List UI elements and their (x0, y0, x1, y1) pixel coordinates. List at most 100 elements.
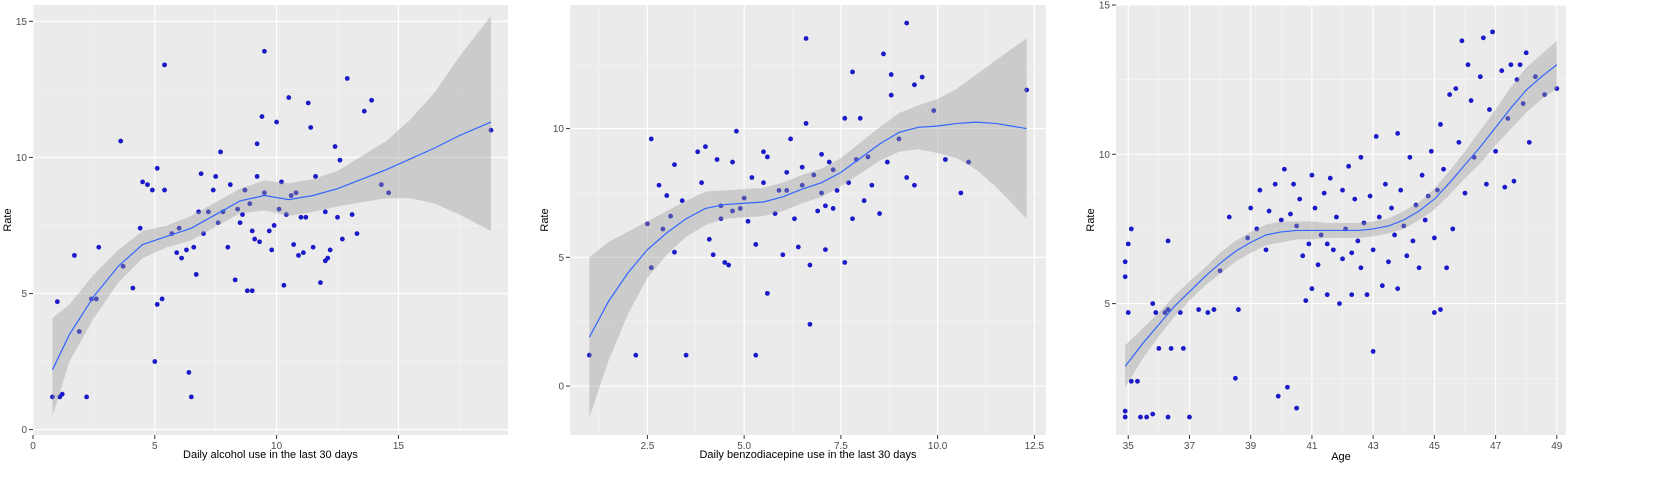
data-point (196, 209, 202, 215)
data-point (1386, 259, 1391, 265)
data-point (152, 359, 158, 364)
data-point (1395, 131, 1401, 136)
data-point (1122, 274, 1128, 280)
data-point (846, 180, 852, 186)
data-point (1340, 187, 1345, 193)
data-point (1425, 193, 1431, 199)
data-point (1232, 375, 1238, 381)
data-point (834, 187, 840, 193)
data-point (276, 206, 282, 212)
y-tick-label: 10 (553, 124, 565, 135)
data-point (1306, 241, 1312, 247)
data-point (718, 216, 724, 222)
data-point (145, 182, 150, 188)
data-point (1315, 262, 1321, 268)
data-point (857, 115, 863, 121)
data-point (1459, 38, 1465, 44)
data-point (488, 127, 494, 133)
data-point (1309, 286, 1315, 292)
data-point (93, 296, 99, 302)
data-point (1398, 187, 1404, 193)
data-point (1401, 223, 1407, 229)
data-point (1294, 223, 1300, 229)
data-point (1404, 253, 1410, 259)
x-tick-label: 35 (1123, 441, 1135, 452)
data-point (1226, 214, 1232, 220)
data-point (322, 209, 328, 215)
data-point (772, 211, 778, 216)
data-point (154, 301, 160, 307)
data-point (72, 252, 77, 258)
x-tick-label: 41 (1306, 441, 1318, 452)
data-point (792, 216, 797, 222)
data-point (737, 206, 743, 211)
data-point (344, 76, 350, 81)
data-point (1254, 226, 1260, 232)
data-point (1468, 98, 1474, 103)
data-point (254, 141, 260, 147)
data-point (644, 221, 650, 227)
data-point (1312, 205, 1318, 211)
data-point (753, 352, 759, 358)
data-point (1361, 220, 1367, 226)
data-point (1499, 68, 1505, 74)
x-tick-label: 39 (1245, 441, 1257, 452)
data-point (966, 159, 972, 165)
data-point (1321, 190, 1327, 196)
data-point (50, 394, 55, 400)
data-point (1162, 310, 1168, 315)
data-point (247, 201, 253, 207)
data-point (1453, 86, 1459, 92)
data-point (672, 249, 677, 255)
data-point (904, 20, 910, 26)
data-point (1379, 283, 1385, 289)
data-point (1156, 346, 1162, 351)
data-point (1165, 414, 1171, 420)
data-point (369, 97, 374, 103)
data-point (288, 193, 294, 198)
data-point (734, 128, 739, 134)
data-point (313, 174, 318, 179)
x-tick-label: 5 (152, 441, 158, 452)
data-point (1517, 62, 1523, 68)
data-point (327, 247, 333, 253)
x-tick-label: 45 (1429, 441, 1441, 452)
data-point (237, 220, 243, 226)
data-point (714, 157, 720, 162)
data-point (703, 144, 708, 150)
data-point (210, 187, 216, 193)
data-point (1484, 181, 1489, 187)
data-point (869, 182, 875, 188)
data-point (235, 206, 241, 212)
data-point (1165, 307, 1171, 312)
data-point (958, 190, 964, 196)
data-point (337, 157, 343, 163)
data-point (784, 169, 790, 175)
data-point (1523, 50, 1529, 56)
data-point (1441, 166, 1446, 172)
data-point (296, 252, 301, 258)
data-point (919, 74, 925, 80)
data-point (1248, 205, 1254, 211)
data-point (1263, 247, 1269, 253)
data-point (259, 114, 265, 119)
data-point (378, 182, 384, 188)
data-point (162, 62, 167, 68)
data-point (1144, 414, 1150, 420)
confidence-band (589, 38, 1027, 417)
data-point (842, 115, 848, 121)
data-point (679, 198, 685, 204)
data-point (803, 121, 809, 126)
data-point (1419, 172, 1425, 178)
data-point (823, 203, 828, 209)
data-point (232, 277, 238, 283)
data-point (807, 321, 813, 327)
data-point (823, 247, 828, 253)
data-point (242, 187, 248, 193)
data-point (140, 179, 146, 185)
y-tick-label: 15 (16, 17, 28, 28)
data-point (764, 154, 770, 160)
data-point (1196, 307, 1202, 312)
data-point (1318, 232, 1324, 238)
data-point (149, 187, 155, 193)
